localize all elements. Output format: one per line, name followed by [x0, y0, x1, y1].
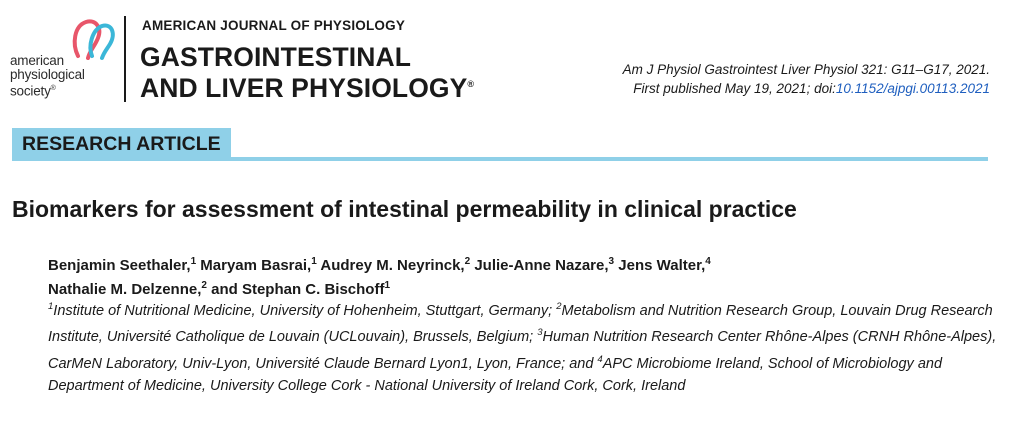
citation: Am J Physiol Gastrointest Liver Physiol … [623, 60, 990, 98]
doi-link[interactable]: 10.1152/ajpgi.00113.2021 [835, 81, 990, 96]
author-affil-sup: 1 [384, 280, 391, 291]
journal-name-line-1: GASTROINTESTINAL [140, 42, 412, 72]
author-affil-sup: 2 [201, 280, 207, 291]
aps-logo-text: american physiological society® [10, 54, 85, 99]
aps-logo: american physiological society® [10, 19, 120, 100]
affil-sup: 2 [556, 301, 562, 312]
journal-kicker: AMERICAN JOURNAL OF PHYSIOLOGY [142, 18, 406, 33]
author-name: Jens Walter, [614, 257, 706, 274]
citation-published: First published May 19, 2021; doi: [633, 81, 836, 96]
author-affil-sup: 1 [311, 256, 317, 267]
affil-text: Institute of Nutritional Medicine, Unive… [53, 302, 557, 319]
author-affil-sup: 4 [705, 256, 711, 267]
affil-text: Human Nutrition Research Center Rhône-Al… [48, 329, 997, 372]
affil-sup: 4 [597, 353, 603, 365]
author-name: Audrey M. Neyrinck, [316, 257, 465, 274]
journal-name-line-2: AND LIVER PHYSIOLOGY® [140, 72, 475, 103]
citation-line-2: First published May 19, 2021; doi:10.115… [623, 79, 990, 98]
journal-name: GASTROINTESTINAL AND LIVER PHYSIOLOGY® [140, 44, 474, 102]
affil-text: APC Microbiome Ireland, School of Microb… [48, 355, 943, 394]
author-list: Benjamin Seethaler,1 Maryam Basrai,1 Aud… [48, 252, 711, 300]
section-tag: RESEARCH ARTICLE [12, 128, 231, 161]
affil-sup: 1 [48, 301, 54, 312]
affil-text: Metabolism and Nutrition Research Group,… [48, 302, 993, 346]
author-name: Nathalie M. Delzenne, [48, 281, 202, 298]
author-line-1: Benjamin Seethaler,1 Maryam Basrai,1 Aud… [48, 252, 711, 276]
author-affil-sup: 2 [464, 256, 471, 267]
author-name: Benjamin Seethaler, [48, 257, 191, 274]
affil-sup: 3 [537, 327, 543, 339]
author-name: Maryam Basrai, [196, 257, 312, 274]
author-line-2: Nathalie M. Delzenne,2 and Stephan C. Bi… [48, 276, 711, 300]
header-divider [124, 16, 126, 102]
logo-line-3: society® [10, 83, 56, 99]
aps-logo-mark-icon [72, 19, 115, 60]
author-affil-sup: 1 [190, 256, 197, 267]
section-rule [12, 157, 988, 161]
author-affil-sup: 3 [608, 256, 615, 267]
logo-line-2: physiological [10, 67, 85, 82]
author-name: Julie-Anne Nazare, [470, 257, 609, 274]
affiliations: 1Institute of Nutritional Medicine, Univ… [48, 296, 998, 397]
logo-line-1: american [10, 53, 64, 68]
citation-line-1: Am J Physiol Gastrointest Liver Physiol … [622, 62, 990, 77]
author-name: and Stephan C. Bischoff [206, 281, 385, 298]
article-title: Biomarkers for assessment of intestinal … [12, 196, 797, 222]
